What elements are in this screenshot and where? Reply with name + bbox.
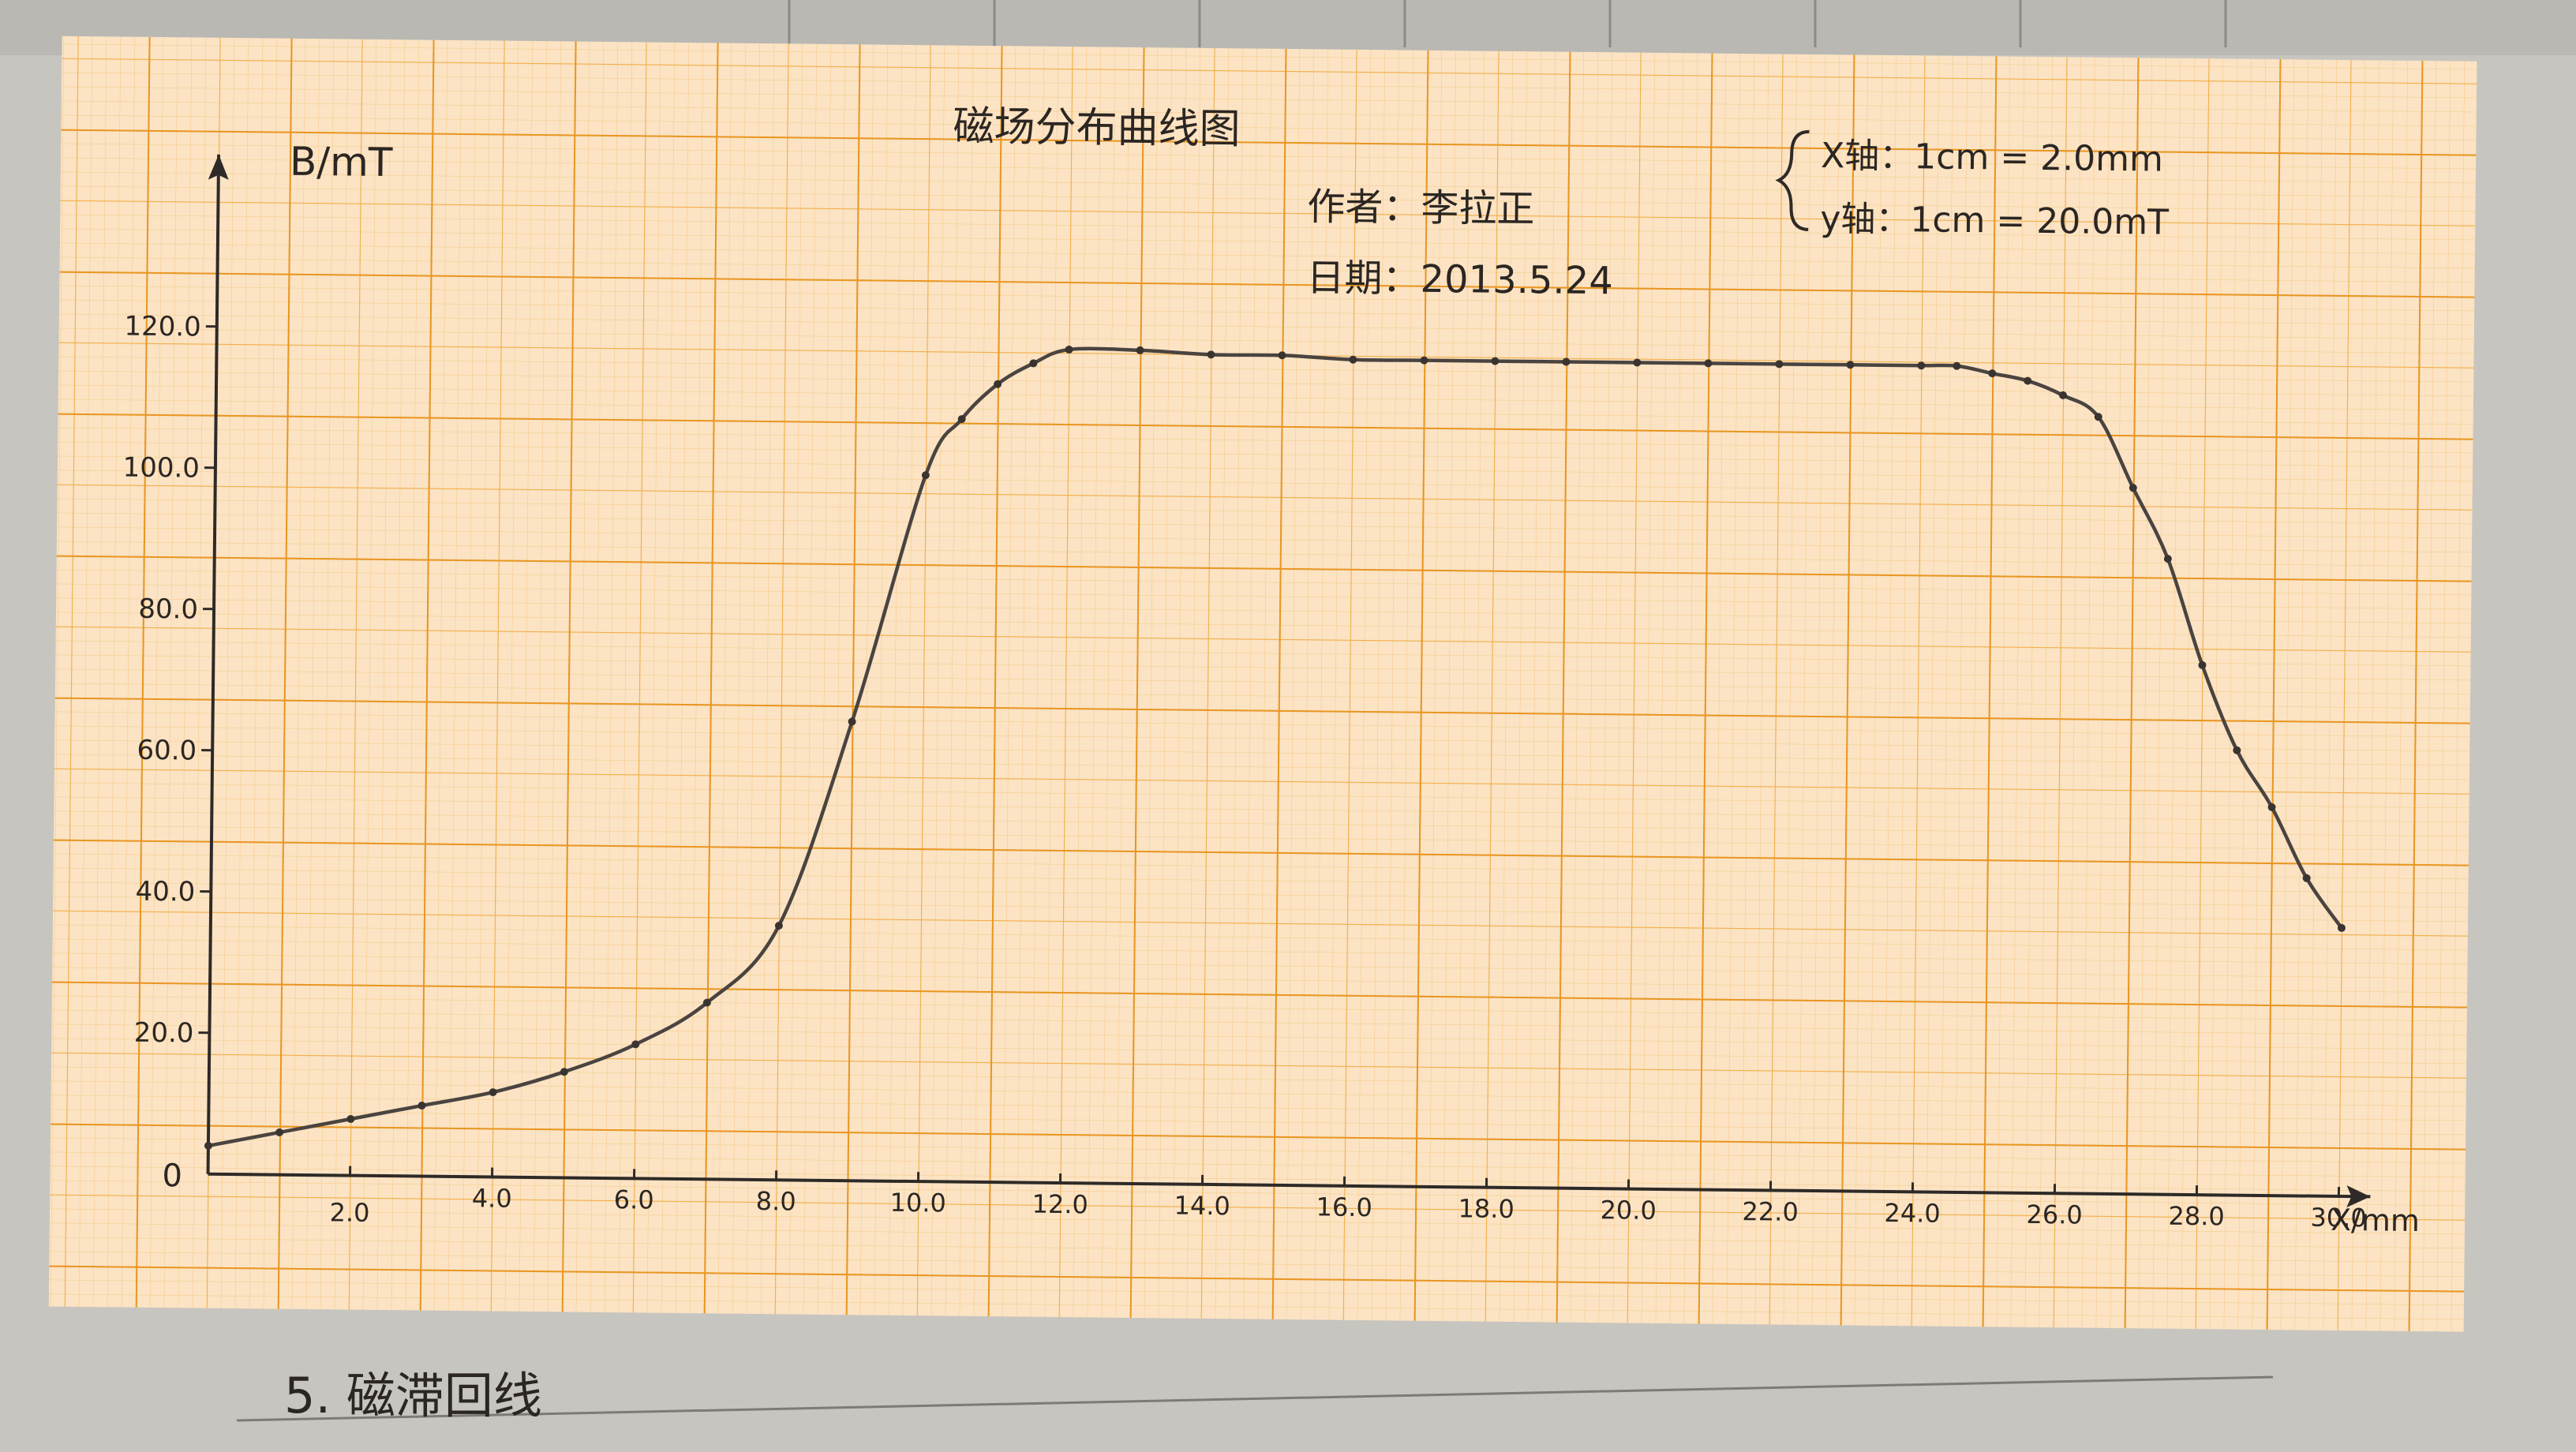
data-point [2337, 923, 2346, 932]
data-point [1420, 356, 1428, 365]
chart-title: 磁场分布曲线图 [953, 103, 1241, 154]
y-tick-label: 100.0 [122, 452, 200, 485]
data-point [275, 1128, 284, 1136]
author-label: 作者：李拉正 [1307, 185, 1535, 231]
origin-label: 0 [162, 1158, 182, 1194]
data-point [2129, 484, 2137, 492]
data-point [1278, 351, 1286, 360]
top-ruled-lines [788, 0, 2227, 47]
data-point [848, 717, 856, 726]
scale-note-y: y轴：1cm = 20.0mT [1820, 199, 2169, 243]
data-point [2163, 555, 2172, 563]
x-tick-label: 14.0 [1174, 1191, 1230, 1222]
x-axis-arrow [2346, 1185, 2371, 1208]
y-tick-label: 40.0 [135, 876, 195, 908]
data-point [994, 380, 1002, 388]
scale-note-x: X轴：1cm = 2.0mm [1821, 136, 2163, 180]
x-tick-label: 8.0 [756, 1186, 796, 1217]
footer-heading: 5. 磁滞回线 [284, 1367, 542, 1424]
data-point [1562, 357, 1571, 366]
graph-paper: 2.0 4.0 6.0 8.0 10.0 12.0 14.0 16.0 18.0 20.0 22.0… [48, 36, 2477, 1332]
data-point [346, 1115, 355, 1124]
data-point [1775, 360, 1784, 369]
y-tick-label: 80.0 [138, 593, 198, 626]
data-point [204, 1141, 212, 1150]
x-tick-label: 4.0 [472, 1183, 512, 1214]
x-tick-label: 16.0 [1316, 1192, 1372, 1222]
data-point [2233, 746, 2241, 754]
data-point [1065, 345, 1073, 354]
x-axis [208, 1172, 2371, 1199]
scale-note-brace [1775, 129, 1810, 231]
x-tick-label: 6.0 [614, 1184, 654, 1215]
series-points [204, 345, 2346, 1150]
data-point [2198, 661, 2207, 669]
data-point [1988, 369, 1997, 378]
x-tick-label: 2.0 [329, 1197, 369, 1228]
x-tick-label: 30.0 [2310, 1203, 2367, 1233]
data-point [702, 998, 711, 1007]
y-axis-label: B/mT [290, 139, 393, 185]
data-point [2024, 376, 2032, 385]
data-point [1349, 355, 1357, 364]
x-axis-label: X/mm [2331, 1203, 2420, 1238]
y-axis [206, 154, 221, 1174]
y-tick-label: 20.0 [134, 1017, 194, 1050]
data-point [774, 922, 783, 930]
data-point [1917, 361, 1926, 370]
x-axis-ticks: 2.0 4.0 6.0 8.0 10.0 12.0 14.0 16.0 18.0 20.0 22.0… [329, 1166, 2367, 1233]
data-point [417, 1102, 426, 1110]
data-point [921, 471, 930, 480]
data-point [560, 1068, 568, 1076]
x-tick-label: 10.0 [889, 1188, 946, 1218]
x-tick-label: 24.0 [1884, 1198, 1941, 1229]
data-point [2094, 413, 2102, 421]
data-point [2267, 803, 2276, 811]
data-point [1704, 359, 1713, 368]
x-tick-label: 22.0 [1742, 1196, 1799, 1227]
data-point [1633, 358, 1642, 367]
data-point [957, 415, 966, 424]
y-axis-ticks: 20.0 40.0 60.0 80.0 100.0 120.0 [122, 311, 217, 1050]
data-point [2059, 391, 2068, 399]
x-tick-label: 26.0 [2026, 1199, 2083, 1230]
data-point [631, 1040, 640, 1049]
data-point [1207, 350, 1215, 359]
x-tick-label: 18.0 [1458, 1193, 1515, 1224]
data-point [1029, 359, 1038, 368]
data-point [1491, 357, 1500, 365]
data-point [489, 1088, 497, 1097]
x-tick-label: 28.0 [2168, 1201, 2225, 1232]
y-tick-label: 120.0 [124, 311, 201, 343]
y-tick-label: 60.0 [137, 735, 197, 767]
data-point [1846, 361, 1855, 369]
data-point [2302, 874, 2311, 882]
x-tick-label: 20.0 [1600, 1195, 1657, 1226]
data-point [1953, 361, 1961, 370]
x-tick-label: 12.0 [1032, 1189, 1088, 1220]
date-label: 日期：2013.5.24 [1306, 256, 1613, 303]
y-axis-arrow [208, 154, 229, 180]
footer-rule [236, 1375, 2274, 1422]
data-point [1136, 346, 1144, 354]
